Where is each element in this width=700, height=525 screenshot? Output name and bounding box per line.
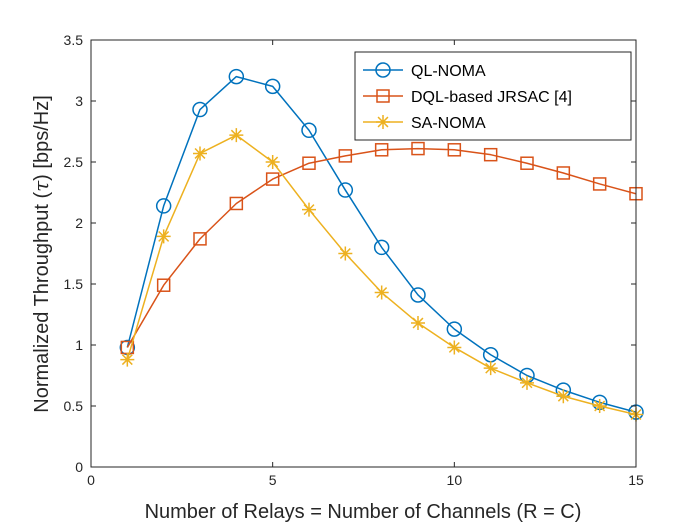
y-tick-label: 1: [75, 337, 83, 353]
series-line-ql-noma: [126, 75, 637, 413]
legend-marker-ql-noma: [375, 62, 391, 78]
data-point-sa-noma: [229, 128, 244, 143]
data-point-sa-noma: [338, 246, 353, 261]
data-point-sa-noma: [193, 146, 207, 161]
data-point-dql-based-jrsac-4: [447, 143, 462, 157]
y-axis-label-suffix: ) [bps/Hz]: [31, 95, 53, 181]
data-point-ql-noma: [192, 101, 208, 118]
data-point-sa-noma: [556, 389, 571, 404]
data-point-ql-noma: [264, 78, 281, 95]
series-layer: [119, 68, 644, 422]
legend-label-sa-noma: SA-NOMA: [411, 115, 486, 132]
y-tick-label: 0: [75, 459, 83, 475]
data-point-sa-noma: [265, 155, 280, 169]
x-tick-label: 5: [269, 472, 277, 488]
y-tick-label: 2.5: [64, 154, 84, 170]
data-point-sa-noma: [302, 202, 316, 217]
legend: QL-NOMA DQL-based JRSAC [4] SA-NOMA: [354, 51, 632, 141]
legend-label-ql-noma: QL-NOMA: [411, 63, 486, 80]
ticks-layer: 0 5 10 15 0 0.5 1 1.5 2 2.5 3 3.5: [64, 32, 644, 488]
x-axis-label: Number of Relays = Number of Channels (R…: [145, 501, 582, 523]
y-tick-label: 3: [75, 93, 83, 109]
x-tick-label: 15: [628, 472, 644, 488]
data-point-sa-noma: [447, 340, 462, 355]
y-tick-label: 3.5: [64, 32, 84, 48]
legend-entry-sa-noma: SA-NOMA: [363, 115, 486, 132]
data-point-dql-based-jrsac-4: [193, 232, 207, 246]
data-point-sa-noma: [156, 229, 171, 244]
data-point-dql-based-jrsac-4: [338, 149, 353, 163]
data-point-dql-based-jrsac-4: [520, 156, 534, 170]
data-point-dql-based-jrsac-4: [374, 143, 389, 157]
data-point-dql-based-jrsac-4: [229, 196, 244, 211]
data-point-sa-noma: [483, 361, 498, 376]
x-tick-label: 10: [447, 472, 463, 488]
data-point-sa-noma: [411, 316, 425, 331]
legend-entry-dql-based-jrsac-4: DQL-based JRSAC [4]: [363, 89, 572, 106]
data-point-ql-noma: [301, 122, 317, 139]
series-dql-based-jrsac-4: [120, 141, 643, 355]
data-point-ql-noma: [337, 182, 354, 198]
data-point-dql-based-jrsac-4: [592, 177, 607, 191]
axes-box: [90, 39, 637, 468]
y-axis-label-prefix: Normalized Throughput (: [31, 192, 53, 413]
y-tick-label: 0.5: [64, 398, 84, 414]
legend-label-dql-based-jrsac-4: DQL-based JRSAC [4]: [411, 89, 572, 106]
data-point-sa-noma: [374, 285, 389, 300]
data-point-ql-noma: [155, 198, 172, 214]
legend-entry-ql-noma: QL-NOMA: [363, 62, 486, 80]
data-point-dql-based-jrsac-4: [483, 147, 498, 162]
x-tick-label: 0: [87, 472, 95, 488]
data-point-ql-noma: [446, 321, 463, 337]
data-point-dql-based-jrsac-4: [411, 141, 425, 156]
y-axis-label-symbol: τ: [29, 180, 53, 192]
data-point-sa-noma: [520, 375, 534, 390]
y-tick-label: 1.5: [64, 276, 84, 292]
data-point-sa-noma: [120, 352, 135, 367]
data-point-dql-based-jrsac-4: [156, 278, 171, 292]
data-point-dql-based-jrsac-4: [556, 166, 571, 180]
y-axis-label: Normalized Throughput (τ) [bps/Hz]: [29, 95, 53, 413]
series-line-dql-based-jrsac-4: [126, 147, 637, 348]
data-point-dql-based-jrsac-4: [302, 156, 316, 170]
data-point-dql-based-jrsac-4: [265, 172, 280, 186]
data-point-ql-noma: [410, 287, 426, 303]
y-tick-label: 2: [75, 215, 83, 231]
data-point-ql-noma: [373, 239, 390, 256]
legend-marker-dql-based-jrsac-4: [376, 89, 390, 103]
data-point-ql-noma: [228, 68, 245, 85]
legend-marker-sa-noma: [376, 115, 390, 129]
data-point-sa-noma: [592, 399, 607, 413]
legend-entries: QL-NOMA DQL-based JRSAC [4] SA-NOMA: [363, 62, 572, 132]
